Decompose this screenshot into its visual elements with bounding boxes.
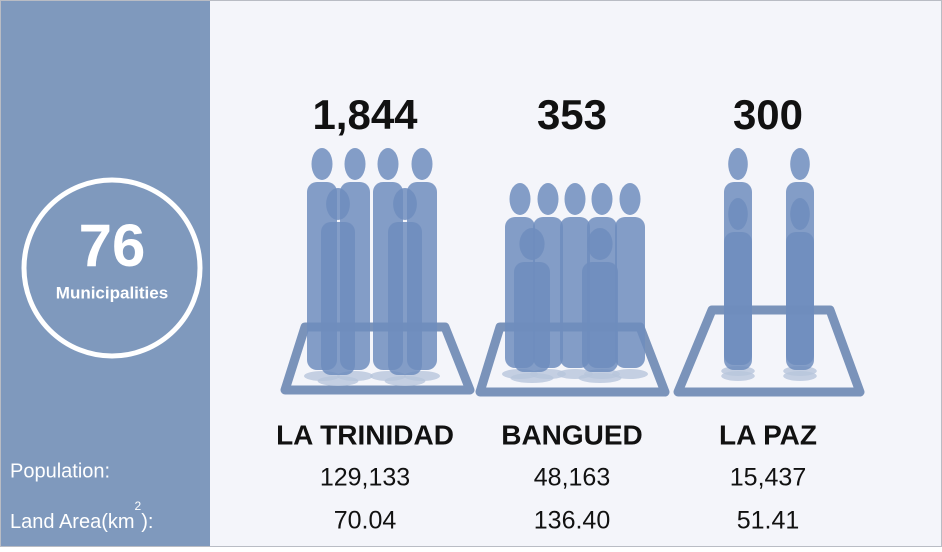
head bbox=[537, 183, 559, 215]
head bbox=[728, 198, 748, 230]
columns: 1,844 LA TRINIDAD 129,133 70.04 353 BANGUED 48… bbox=[276, 91, 817, 535]
land-area-end: ): bbox=[141, 511, 153, 533]
head bbox=[509, 183, 531, 215]
density: 1,844 bbox=[312, 91, 418, 138]
head bbox=[564, 183, 586, 215]
body bbox=[321, 222, 355, 375]
density: 300 bbox=[733, 91, 803, 138]
count-label: Municipalities bbox=[56, 283, 168, 302]
shadow bbox=[384, 376, 426, 386]
place-name: BANGUED bbox=[501, 419, 643, 450]
count: 76 bbox=[79, 212, 146, 279]
sidebar bbox=[1, 1, 210, 546]
head bbox=[377, 148, 399, 180]
population: 48,163 bbox=[534, 464, 610, 492]
shadow bbox=[317, 376, 359, 386]
body bbox=[724, 232, 752, 370]
head bbox=[790, 198, 810, 230]
land-area: 136.40 bbox=[534, 507, 610, 535]
head bbox=[519, 228, 545, 260]
land-area: 70.04 bbox=[334, 507, 397, 535]
head bbox=[619, 183, 641, 215]
shadow bbox=[578, 373, 622, 383]
land-area: 51.41 bbox=[737, 507, 800, 535]
shadow bbox=[510, 373, 554, 383]
head bbox=[344, 148, 366, 180]
population-label: Population: bbox=[10, 460, 110, 482]
count-circle bbox=[21, 177, 203, 359]
body bbox=[615, 217, 645, 368]
population: 15,437 bbox=[730, 464, 806, 492]
head bbox=[587, 228, 613, 260]
place-name: LA TRINIDAD bbox=[276, 419, 454, 450]
head bbox=[790, 148, 810, 180]
figures bbox=[280, 148, 865, 397]
shadow bbox=[721, 371, 755, 381]
density: 353 bbox=[537, 91, 607, 138]
head bbox=[591, 183, 613, 215]
head bbox=[326, 188, 350, 220]
land-area-label: Land Area(km2): bbox=[10, 499, 153, 533]
land-area-sup: 2 bbox=[135, 499, 142, 513]
head bbox=[728, 148, 748, 180]
land-area-text: Land Area(km bbox=[10, 511, 135, 533]
population: 129,133 bbox=[320, 464, 410, 492]
head bbox=[311, 148, 333, 180]
body bbox=[582, 262, 618, 372]
body bbox=[786, 232, 814, 370]
body bbox=[514, 262, 550, 372]
shadow bbox=[783, 371, 817, 381]
head bbox=[411, 148, 433, 180]
place-name: LA PAZ bbox=[719, 419, 817, 450]
head bbox=[393, 188, 417, 220]
shadow bbox=[612, 369, 648, 379]
body bbox=[388, 222, 422, 375]
